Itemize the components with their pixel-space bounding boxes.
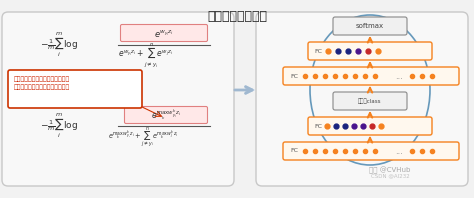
Text: 多中心class: 多中心class <box>358 98 382 104</box>
Text: 知乎 @CVHub: 知乎 @CVHub <box>369 166 410 174</box>
Text: ...: ... <box>395 147 403 155</box>
Text: FC: FC <box>314 124 322 129</box>
Text: FC: FC <box>290 148 298 153</box>
FancyBboxPatch shape <box>2 12 234 186</box>
Text: FC: FC <box>290 73 298 78</box>
Text: $e^{w_{y_i}z_i}$: $e^{w_{y_i}z_i}$ <box>154 28 174 38</box>
Text: $-\frac{1}{m}\sum_{i}^{m}\log$: $-\frac{1}{m}\sum_{i}^{m}\log$ <box>40 112 78 140</box>
Text: ...: ... <box>395 71 403 81</box>
Text: $e^{\max_k w^k_{y_i}z_i}+\sum_{j\neq y_i}^{n}e^{\max_k w^k_jz_i}$: $e^{\max_k w^k_{y_i}z_i}+\sum_{j\neq y_i… <box>108 125 179 149</box>
Text: softmax: softmax <box>356 23 384 29</box>
FancyBboxPatch shape <box>256 12 468 186</box>
FancyBboxPatch shape <box>8 70 142 108</box>
Text: $e^{w_{y_i}z_i}+\sum_{j\neq y_i}^{n}e^{w_jz_i}$: $e^{w_{y_i}z_i}+\sum_{j\neq y_i}^{n}e^{w… <box>118 41 173 69</box>
FancyBboxPatch shape <box>125 107 208 124</box>
FancyBboxPatch shape <box>333 17 407 35</box>
Text: $-\frac{1}{m}\sum_{i}^{m}\log$: $-\frac{1}{m}\sum_{i}^{m}\log$ <box>40 31 78 59</box>
FancyBboxPatch shape <box>333 92 407 110</box>
FancyBboxPatch shape <box>308 42 432 60</box>
FancyBboxPatch shape <box>120 25 208 42</box>
Text: FC: FC <box>314 49 322 53</box>
Text: CSDN @AI232: CSDN @AI232 <box>371 173 410 179</box>
FancyArrowPatch shape <box>235 87 252 93</box>
FancyBboxPatch shape <box>283 67 459 85</box>
Text: 隐含多中心示意图: 隐含多中心示意图 <box>207 10 267 23</box>
Text: 缺点：样本跟类相似度，粗暴的取
相似度最大的类中心，收敛性不好: 缺点：样本跟类相似度，粗暴的取 相似度最大的类中心，收敛性不好 <box>14 76 70 90</box>
FancyBboxPatch shape <box>308 117 432 135</box>
FancyBboxPatch shape <box>283 142 459 160</box>
Text: $e^{\max_k w^k_{y_i}z_i}$: $e^{\max_k w^k_{y_i}z_i}$ <box>151 108 182 122</box>
